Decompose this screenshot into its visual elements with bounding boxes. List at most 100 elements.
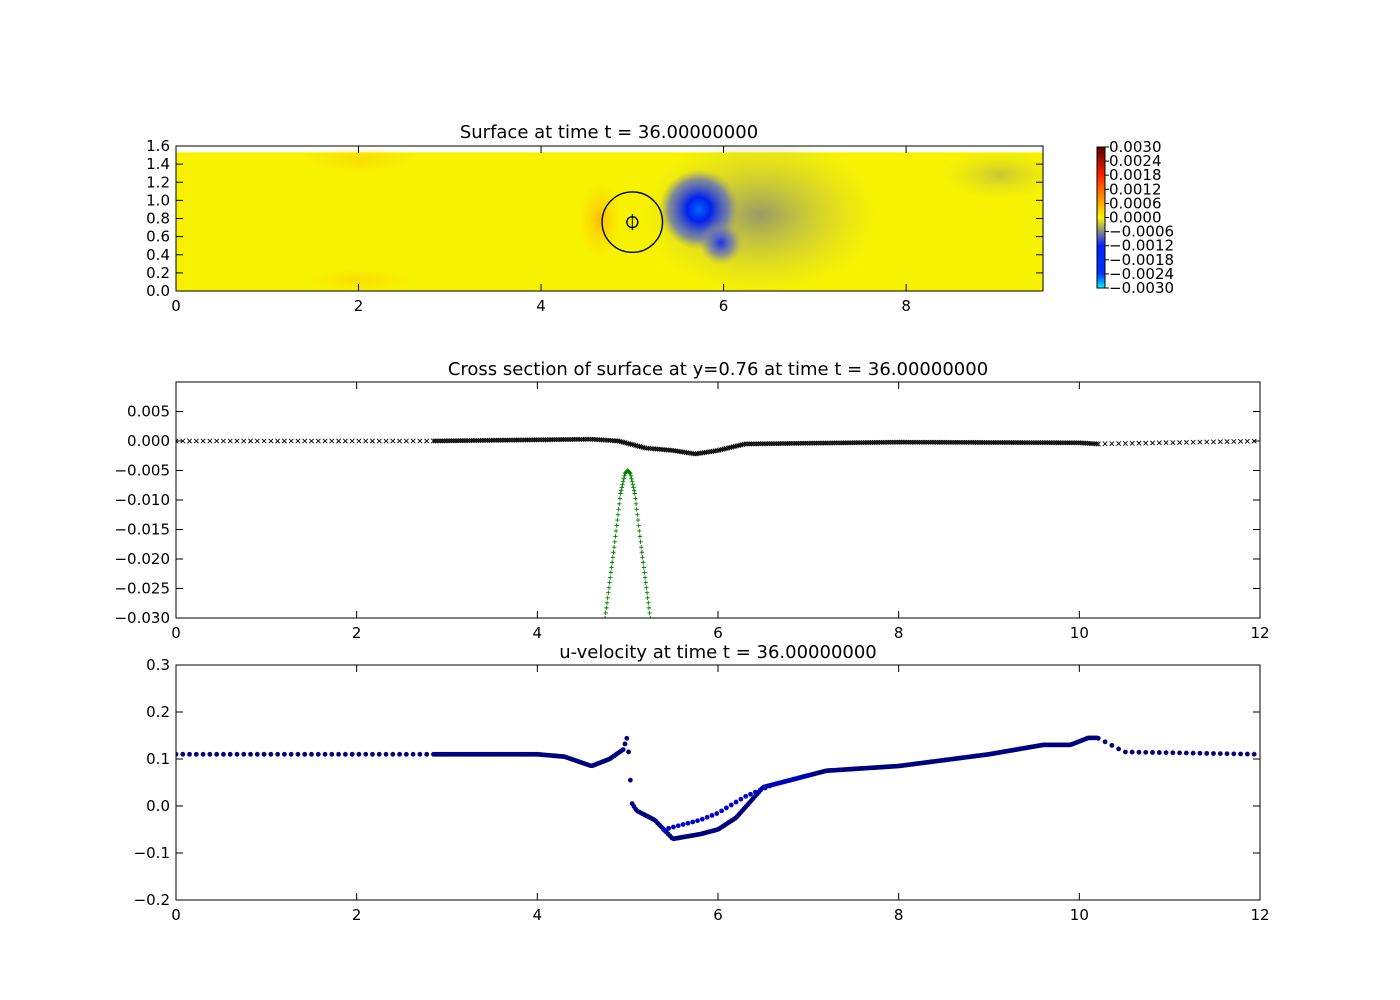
- surface-cross-section-point: [438, 438, 444, 444]
- surface-cross-section-point: [562, 436, 568, 443]
- surface-cross-section-point: [452, 438, 458, 444]
- y-tick-label: −0.010: [114, 491, 170, 509]
- surface-cross-section-point: [1197, 439, 1203, 445]
- bathymetry-point: [607, 580, 612, 585]
- bathymetry-point: [621, 476, 626, 481]
- u-velocity-point: [390, 751, 396, 757]
- surface-cross-section-point: [1018, 440, 1024, 446]
- surface-cross-section-point: [916, 439, 922, 445]
- surface-cross-section-point: [1005, 440, 1011, 446]
- x-tick-label: 2: [352, 906, 362, 924]
- heatmap-field: [176, 146, 1043, 291]
- u-velocity-point: [315, 751, 321, 757]
- bathymetry-point: [608, 575, 613, 580]
- u-velocity-point: [187, 751, 192, 757]
- u-velocity-point: [1150, 750, 1155, 755]
- surface-cross-section-point: [488, 437, 494, 443]
- surface-cross-section-point: [716, 447, 722, 453]
- bathymetry-point: [616, 507, 621, 512]
- u-velocity-point: [403, 751, 409, 757]
- surface-cross-section-point: [468, 438, 474, 444]
- u-velocity-point: [370, 751, 375, 757]
- bathymetry-point: [644, 585, 649, 590]
- u-velocity-point: [1109, 742, 1115, 748]
- surface-cross-section-point: [570, 436, 576, 442]
- surface-cross-section-point: [315, 438, 321, 444]
- u-velocity-point: [1095, 735, 1101, 741]
- surface-cross-section-point: [551, 437, 558, 443]
- y-tick-label: 0.0: [146, 282, 170, 300]
- heatmap-trough-secondary: [698, 220, 743, 265]
- surface-cross-section-point: [1093, 441, 1100, 447]
- u-velocity-point: [349, 751, 355, 757]
- bathymetry-point: [619, 488, 624, 493]
- surface-cross-section-point: [779, 441, 785, 447]
- u-velocity-point-secondary: [675, 823, 681, 829]
- u-velocity-point-secondary: [757, 787, 763, 793]
- u-velocity-point: [1190, 750, 1196, 756]
- surface-cross-section-point: [895, 439, 901, 445]
- surface-cross-section-point: [729, 444, 735, 450]
- bathymetry-point: [606, 590, 611, 595]
- y-tick-label: 0.2: [146, 703, 170, 721]
- colorbar-ticks: 0.00300.00240.00180.00120.00060.0000−0.0…: [1105, 138, 1174, 297]
- surface-cross-section-point: [268, 438, 274, 444]
- surface-cross-section-point: [495, 437, 502, 443]
- surface-cross-section-point: [1109, 441, 1115, 447]
- bathymetry-point: [614, 523, 619, 528]
- x-tick-label: 6: [719, 297, 729, 315]
- u-velocity-point: [1102, 739, 1108, 745]
- u-velocity-point: [268, 751, 274, 757]
- surface-cross-section-point: [430, 438, 436, 444]
- bathymetry-point: [638, 539, 643, 544]
- bathymetry-point: [642, 570, 647, 575]
- bathymetry-point: [610, 555, 616, 560]
- u-velocity-point: [1224, 751, 1230, 757]
- surface-cross-section-point: [369, 438, 375, 444]
- surface-cross-section-point: [1149, 440, 1156, 446]
- surface-cross-section-point: [996, 439, 1002, 446]
- surface-cross-section-point: [777, 441, 783, 447]
- heatmap-shade-orange-bottom: [300, 268, 420, 291]
- surface-cross-section-point: [542, 437, 548, 443]
- bathymetry-point: [604, 600, 610, 606]
- surface-cross-section-point: [837, 440, 843, 446]
- bathymetry-point: [602, 615, 608, 618]
- u-velocity-point: [329, 751, 335, 757]
- island-circle-outline: [601, 191, 664, 254]
- surface-cross-section-point: [962, 439, 968, 445]
- u-velocity-title: u-velocity at time t = 36.00000000: [559, 642, 877, 663]
- surface-cross-section-point: [483, 437, 489, 443]
- surface-cross-section-point: [841, 440, 847, 446]
- surface-cross-section-point: [1036, 440, 1042, 446]
- surface-cross-section-point: [1012, 440, 1018, 446]
- surface-cross-section-point: [530, 437, 536, 443]
- surface-cross-section-point: [424, 438, 430, 444]
- x-tick-label: 6: [713, 624, 723, 642]
- x-tick-label: 4: [533, 624, 543, 642]
- x-tick-label: 6: [713, 906, 723, 924]
- bathymetry-point: [628, 473, 634, 479]
- u-velocity-y-ticks: −0.2 −0.1 0.0 0.1 0.2 0.3: [134, 656, 1260, 909]
- surface-cross-section-point: [539, 437, 545, 443]
- u-velocity-point-secondary: [680, 822, 686, 827]
- surface-cross-section-point: [441, 438, 447, 444]
- surface-cross-section-point: [902, 439, 908, 445]
- u-velocity-point: [1238, 751, 1243, 757]
- surface-cross-section-point: [1025, 440, 1031, 446]
- u-velocity-point: [1197, 750, 1203, 756]
- surface-cross-section-point: [981, 439, 988, 445]
- surface-cross-section-point: [714, 448, 720, 454]
- surface-cross-section-point: [759, 441, 765, 447]
- y-tick-label: 0.005: [127, 403, 170, 421]
- surface-cross-section-point: [503, 437, 509, 443]
- bathymetry-point: [605, 595, 610, 600]
- surface-cross-section-point: [938, 439, 944, 445]
- surface-cross-section-point: [848, 440, 854, 446]
- surface-cross-section-point: [956, 439, 962, 445]
- surface-cross-section-point: [1043, 440, 1049, 446]
- surface-cross-section-point: [785, 440, 791, 446]
- surface-cross-section-point: [783, 440, 789, 446]
- x-tick-label: 12: [1250, 906, 1269, 924]
- u-velocity-point: [275, 751, 281, 757]
